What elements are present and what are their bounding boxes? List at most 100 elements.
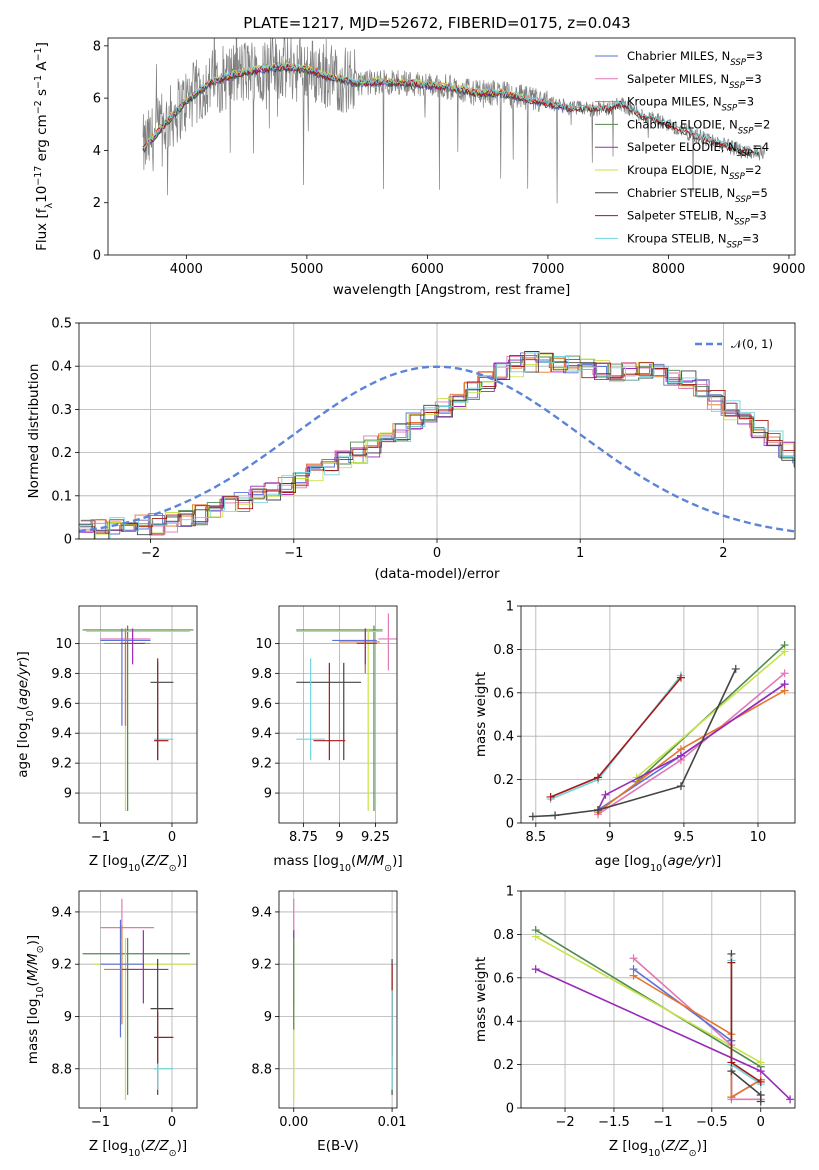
axes: −1 0 9 9.2 9.4 9.6 9.8 10: [51, 605, 198, 845]
x-axis-label: wavelength [Angstrom, rest frame]: [333, 282, 571, 298]
y-axis-label-part: age [log: [15, 722, 31, 777]
legend-entry: Kroupa ELODIE, NSSP=2: [627, 163, 762, 182]
x-axis-label-part: mass [log: [273, 853, 339, 869]
y-tick-label: 0: [64, 533, 72, 548]
x-tick-label: −0.5: [696, 1115, 728, 1130]
x-tick-label: 8000: [652, 262, 685, 277]
axes: 8.5 9 9.5 10 0 0.2 0.4 0.6 0.8 1: [493, 600, 796, 845]
axes-frame: [278, 890, 398, 1109]
x-axis-label: Z [log10(Z/Z⊙)]: [89, 1138, 187, 1159]
x-tick-label: 9.25: [361, 830, 390, 845]
y-axis-label-part: mass weight: [473, 957, 489, 1042]
x-axis-label: age [log10(age/yr)]: [595, 853, 721, 874]
plot-area: [79, 351, 795, 539]
legend-value: =3: [737, 95, 754, 109]
legend-value: =3: [750, 209, 767, 223]
x-tick-label: 9.5: [674, 830, 695, 845]
y-axis-label-part: s: [34, 89, 50, 100]
plot-area: [142, 38, 766, 204]
residual-histogram: [80, 351, 795, 534]
error-point: [296, 662, 362, 761]
error-point: [378, 613, 397, 671]
y-axis-label: Normed distribution: [26, 364, 42, 499]
y-tick-label: 0.6: [493, 686, 514, 701]
weight-marker: [727, 1058, 736, 1067]
error-point: [82, 625, 194, 812]
plot-area: [528, 641, 789, 821]
legend-entry: Chabrier STELIB, NSSP=5: [627, 186, 768, 205]
x-tick-label: −1.5: [598, 1115, 630, 1130]
x-tick-label: 10: [750, 830, 767, 845]
error-point: [100, 898, 155, 939]
weight-marker: [756, 1097, 765, 1106]
weight-line: [635, 644, 786, 783]
error-point: [154, 1011, 174, 1064]
y-tick-label: 8: [93, 39, 101, 54]
legend-subscript: SSP: [730, 58, 746, 68]
x-axis-label: (data-model)/error: [374, 566, 500, 582]
y-tick-label: 9.4: [251, 905, 272, 920]
plot-area: [296, 613, 397, 812]
weight-line: [633, 968, 762, 1099]
x-axis-label-part: ⊙: [169, 863, 177, 874]
x-axis-label-part: (: [660, 1138, 665, 1154]
grid-lines: [79, 322, 795, 540]
weight-line: [550, 674, 682, 800]
panel-residuals: −2 −1 0 1 2 0 0.1 0.2 0.3 0.4 0.5 𝒩(0, 1) (data-mode…: [26, 317, 796, 582]
y-tick-label: 0: [506, 817, 514, 832]
weight-line: [635, 650, 786, 779]
y-tick-label: 10: [55, 637, 72, 652]
x-axis-label-part: Z/Z: [145, 1138, 170, 1154]
weight-marker: [676, 751, 685, 760]
axes: −2 −1.5 −1 −0.5 0 0 0.2 0.4 0.6 0.8 1: [493, 885, 796, 1130]
weight-marker: [594, 773, 603, 782]
y-tick-label: 9.4: [51, 905, 72, 920]
legend-entry: Chabrier MILES, NSSP=3: [627, 49, 763, 68]
x-tick-label: 0: [757, 1115, 765, 1130]
y-tick-label: 2: [93, 196, 101, 211]
weight-marker: [676, 782, 685, 791]
legend-entry: Salpeter MILES, NSSP=3: [627, 72, 762, 91]
weight-marker: [531, 932, 540, 941]
y-tick-label: 9: [64, 787, 72, 802]
panel-mass-vs-EBV: 0.00 0.01 8.8 9 9.2 9.4 E(B-V): [251, 890, 407, 1154]
axes-frame: [78, 890, 198, 1109]
y-tick-label: 0.2: [51, 446, 72, 461]
legend-value: =5: [751, 186, 768, 200]
residual-histogram: [81, 352, 795, 539]
legend-text: Salpeter MILES, N: [627, 72, 729, 86]
x-tick-label: 8.5: [525, 830, 546, 845]
y-axis-label-part: ]: [34, 42, 50, 47]
y-tick-label: 0.3: [51, 403, 72, 418]
y-tick-label: 0.8: [493, 643, 514, 658]
x-axis-label: mass [log10(M/M⊙)]: [273, 853, 402, 874]
legend-value: =3: [745, 72, 762, 86]
legend-entry: Salpeter ELODIE, NSSP=4: [627, 140, 769, 159]
weight-marker: [629, 971, 638, 980]
weight-marker: [756, 1058, 765, 1067]
y-axis-label-part: age/yr: [15, 660, 31, 705]
weight-marker: [727, 1093, 736, 1102]
legend-entry: Kroupa STELIB, NSSP=3: [627, 231, 759, 250]
y-tick-label: 0: [93, 249, 101, 264]
residual-histogram: [79, 354, 795, 532]
grid-lines: [521, 890, 795, 1109]
y-axis-label-part: )]: [15, 651, 31, 662]
error-point: [296, 658, 326, 761]
x-axis-label-part: 10: [648, 1148, 660, 1159]
weight-marker: [780, 680, 789, 689]
x-axis-label-part: (: [140, 853, 145, 869]
y-axis-label: mass [log10(M/M⊙)]: [25, 935, 46, 1064]
weight-marker: [727, 958, 736, 967]
error-point: [86, 628, 190, 812]
x-tick-label: −1: [653, 1115, 672, 1130]
y-tick-label: 0.6: [493, 971, 514, 986]
legend-subscript: SSP: [734, 218, 750, 228]
plot-area: [293, 898, 393, 1101]
legend-entry: Kroupa MILES, NSSP=3: [627, 95, 754, 114]
legend-value: =3: [742, 231, 759, 245]
y-axis-label-part: mass [log: [25, 999, 41, 1065]
x-axis-label-part: (: [351, 853, 356, 869]
